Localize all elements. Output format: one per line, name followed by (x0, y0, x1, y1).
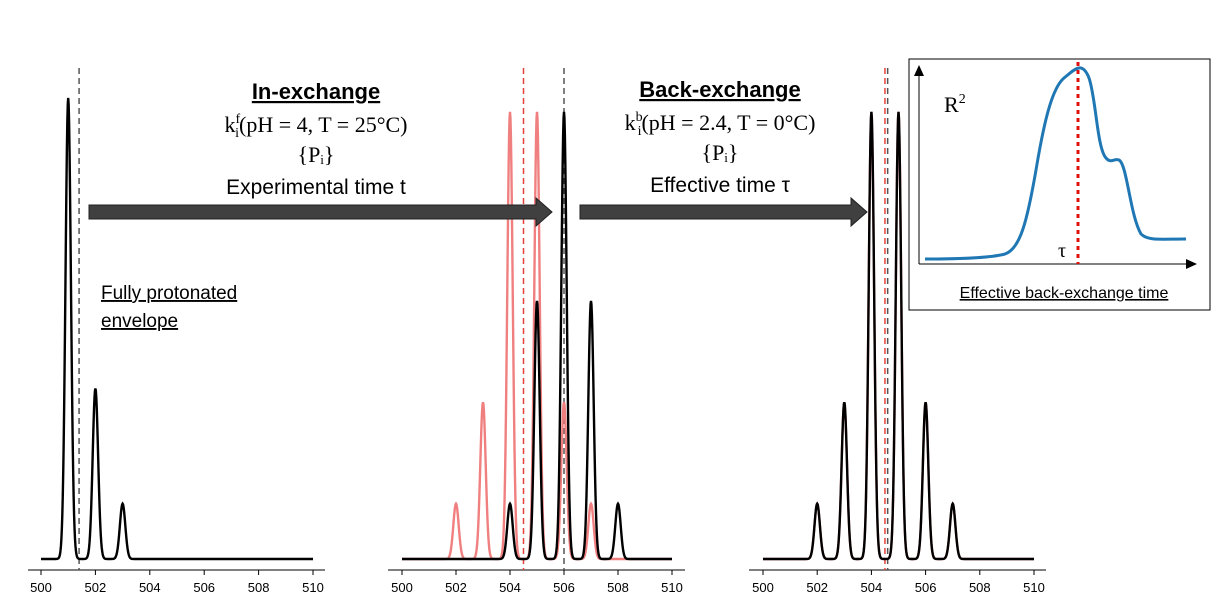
inset-frame (908, 58, 1211, 311)
in-exchange-rate: kf i(pH = 4, T = 25°C) (224, 112, 407, 141)
x-tick-label: 506 (553, 580, 575, 595)
x-tick-label: 504 (861, 580, 883, 595)
spectrum-red-series (402, 111, 672, 561)
inset-y-label: R2 (944, 92, 966, 117)
x-tick-label: 508 (969, 580, 991, 595)
inset-y-arrowhead (914, 65, 924, 76)
x-tick-label: 502 (445, 580, 467, 595)
spectrum-panel-3: 500 502 504 506 508 510 (749, 68, 1046, 595)
x-tick-label: 510 (302, 580, 324, 595)
spectrum-black-series (41, 97, 313, 561)
spectrum-black-series (763, 111, 1034, 561)
centroid-lines (884, 68, 889, 570)
envelope-label-line2: envelope (101, 311, 178, 332)
spectrum-panel-2: 500 502 504 506 508 510 (388, 68, 685, 595)
spectrum-curves (402, 111, 672, 561)
inset-tau-label: τ (1058, 240, 1066, 262)
x-ticks: 500 502 504 506 508 510 (30, 570, 324, 595)
x-tick-label: 508 (607, 580, 629, 595)
envelope-label-line1: Fully protonated (101, 283, 237, 304)
inset-x-arrowhead (1186, 259, 1197, 269)
x-tick-label: 506 (193, 580, 215, 595)
x-tick-label: 500 (30, 580, 52, 595)
back-exchange-time-label: Effective time τ (650, 174, 790, 197)
x-tick-label: 502 (85, 580, 107, 595)
inset-panel: R2 τ Effective back-exchange time (908, 58, 1211, 311)
inset-r2-curve (924, 66, 1187, 261)
x-tick-label: 500 (391, 580, 413, 595)
x-ticks: 500 502 504 506 508 510 (752, 570, 1045, 595)
back-exchange-rate: kb i(pH = 2.4, T = 0°C) (625, 110, 816, 139)
x-tick-label: 502 (806, 580, 828, 595)
spectrum-panel-1: 500 502 504 506 508 510 (28, 68, 325, 595)
x-tick-label: 504 (499, 580, 521, 595)
x-tick-label: 500 (752, 580, 774, 595)
in-exchange-title: In-exchange (252, 79, 380, 104)
spectrum-curves (41, 97, 313, 561)
in-exchange-population: {Pᵢ} (298, 142, 335, 167)
x-tick-label: 504 (139, 580, 161, 595)
spectrum-black-series (402, 111, 672, 561)
x-tick-label: 506 (915, 580, 937, 595)
in-exchange-time-label: Experimental time t (226, 176, 406, 199)
x-tick-label: 508 (248, 580, 270, 595)
back-exchange-population: {Pᵢ} (702, 140, 739, 165)
x-tick-label: 510 (661, 580, 683, 595)
inset-x-label: Effective back-exchange time (960, 285, 1169, 302)
back-exchange-title: Back-exchange (639, 77, 800, 102)
x-tick-label: 510 (1023, 580, 1045, 595)
in-exchange-arrow (88, 196, 553, 228)
back-exchange-arrow (579, 196, 868, 228)
x-ticks: 500 502 504 506 508 510 (391, 570, 683, 595)
spectrum-curves (763, 111, 1034, 561)
